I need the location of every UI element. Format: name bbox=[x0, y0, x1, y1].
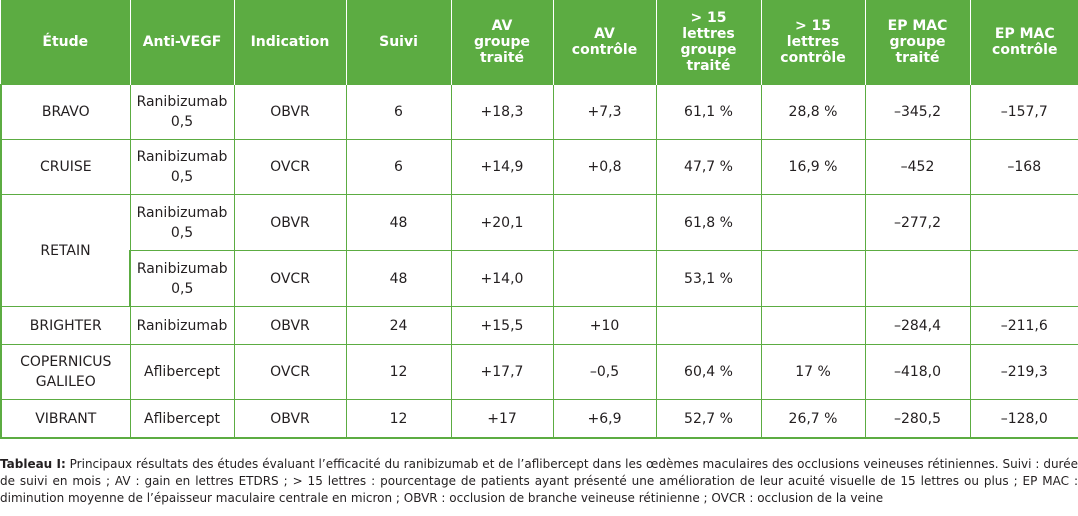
cell-ep-mac-controle: –128,0 bbox=[969, 399, 1078, 439]
cell-15-lettres-controle: 17 % bbox=[760, 344, 866, 400]
cell-ep-mac-traite bbox=[864, 250, 971, 307]
cell-indication: OBVR bbox=[233, 399, 347, 439]
cell-anti-vegf: Ranibizumab 0,5 bbox=[129, 84, 235, 140]
cell-ep-mac-controle bbox=[969, 250, 1078, 307]
cell-suivi: 24 bbox=[345, 306, 452, 345]
cell-av-traite: +17,7 bbox=[450, 344, 554, 400]
header-anti-vegf: Anti-VEGF bbox=[130, 0, 235, 85]
results-table: Étude Anti-VEGF Indication Suivi AV group… bbox=[0, 0, 1078, 439]
table-caption: Tableau I: Principaux résultats des étud… bbox=[0, 456, 1078, 507]
header-etude: Étude bbox=[1, 0, 131, 85]
cell-suivi: 12 bbox=[345, 399, 452, 439]
header-indication: Indication bbox=[234, 0, 347, 85]
cell-suivi: 6 bbox=[345, 139, 452, 195]
cell-15-lettres-controle bbox=[760, 194, 866, 251]
header-row: Étude Anti-VEGF Indication Suivi AV group… bbox=[1, 0, 1078, 85]
header-15-lettres-controle: > 15 lettres contrôle bbox=[761, 0, 866, 85]
cell-indication: OVCR bbox=[233, 250, 347, 307]
cell-av-controle: +10 bbox=[552, 306, 657, 345]
cell-etude: VIBRANT bbox=[0, 399, 131, 439]
cell-av-controle: –0,5 bbox=[552, 344, 657, 400]
header-ep-mac-traite: EP MAC groupe traité bbox=[865, 0, 971, 85]
cell-anti-vegf: Aflibercept bbox=[129, 399, 235, 439]
caption-text: Principaux résultats des études évaluant… bbox=[0, 457, 1078, 505]
cell-etude: BRAVO bbox=[0, 84, 131, 140]
cell-indication: OBVR bbox=[233, 306, 347, 345]
cell-etude: CRUISE bbox=[0, 139, 131, 195]
cell-av-controle: +7,3 bbox=[552, 84, 657, 140]
cell-ep-mac-traite: –452 bbox=[864, 139, 971, 195]
cell-ep-mac-controle: –211,6 bbox=[969, 306, 1078, 345]
cell-ep-mac-traite: –280,5 bbox=[864, 399, 971, 439]
cell-ep-mac-traite: –277,2 bbox=[864, 194, 971, 251]
cell-anti-vegf: Ranibizumab 0,5 bbox=[129, 139, 235, 195]
cell-ep-mac-traite: –284,4 bbox=[864, 306, 971, 345]
cell-av-controle: +6,9 bbox=[552, 399, 657, 439]
cell-15-lettres-controle bbox=[760, 250, 866, 307]
cell-suivi: 48 bbox=[345, 250, 452, 307]
cell-anti-vegf: Ranibizumab 0,5 bbox=[129, 194, 235, 251]
table-row: COPERNICUS GALILEO Aflibercept OVCR 12 +1… bbox=[0, 344, 1078, 400]
cell-indication: OVCR bbox=[233, 344, 347, 400]
cell-15-lettres-traite: 61,1 % bbox=[655, 84, 762, 140]
header-av-controle: AV contrôle bbox=[553, 0, 657, 85]
cell-av-controle bbox=[552, 250, 657, 307]
caption-label: Tableau I: bbox=[0, 457, 66, 471]
cell-ep-mac-controle: –157,7 bbox=[969, 84, 1078, 140]
cell-suivi: 12 bbox=[345, 344, 452, 400]
cell-15-lettres-traite: 53,1 % bbox=[655, 250, 762, 307]
header-av-traite: AV groupe traité bbox=[451, 0, 554, 85]
cell-anti-vegf: Ranibizumab 0,5 bbox=[129, 250, 235, 307]
cell-suivi: 48 bbox=[345, 194, 452, 251]
cell-av-traite: +17 bbox=[450, 399, 554, 439]
cell-ep-mac-controle: –219,3 bbox=[969, 344, 1078, 400]
cell-ep-mac-traite: –418,0 bbox=[864, 344, 971, 400]
cell-av-controle: +0,8 bbox=[552, 139, 657, 195]
cell-av-traite: +15,5 bbox=[450, 306, 554, 345]
table-row: Ranibizumab 0,5 OVCR 48 +14,0 53,1 % bbox=[1, 250, 1078, 307]
header-suivi: Suivi bbox=[346, 0, 452, 85]
cell-av-controle bbox=[552, 194, 657, 251]
cell-15-lettres-controle: 26,7 % bbox=[760, 399, 866, 439]
cell-15-lettres-controle: 16,9 % bbox=[760, 139, 866, 195]
cell-15-lettres-traite: 61,8 % bbox=[655, 194, 762, 251]
cell-indication: OBVR bbox=[233, 84, 347, 140]
cell-etude: BRIGHTER bbox=[0, 306, 131, 345]
cell-anti-vegf: Ranibizumab bbox=[129, 306, 235, 345]
cell-ep-mac-traite: –345,2 bbox=[864, 84, 971, 140]
cell-15-lettres-controle: 28,8 % bbox=[760, 84, 866, 140]
cell-15-lettres-traite bbox=[655, 306, 762, 345]
table-row: RETAIN Ranibizumab 0,5 OBVR 48 +20,1 61,8… bbox=[0, 194, 1078, 307]
cell-indication: OVCR bbox=[233, 139, 347, 195]
table-row: BRAVO Ranibizumab 0,5 OBVR 6 +18,3 +7,3 6… bbox=[0, 84, 1078, 140]
cell-anti-vegf: Aflibercept bbox=[129, 344, 235, 400]
cell-15-lettres-traite: 52,7 % bbox=[655, 399, 762, 439]
cell-ep-mac-controle bbox=[969, 194, 1078, 251]
cell-15-lettres-traite: 47,7 % bbox=[655, 139, 762, 195]
table-row: VIBRANT Aflibercept OBVR 12 +17 +6,9 52,… bbox=[0, 399, 1078, 439]
cell-ep-mac-controle: –168 bbox=[969, 139, 1078, 195]
table-row: BRIGHTER Ranibizumab OBVR 24 +15,5 +10 –… bbox=[0, 306, 1078, 345]
header-15-lettres-traite: > 15 lettres groupe traité bbox=[656, 0, 762, 85]
header-ep-mac-controle: EP MAC contrôle bbox=[970, 0, 1078, 85]
table-row: CRUISE Ranibizumab 0,5 OVCR 6 +14,9 +0,8 … bbox=[0, 139, 1078, 195]
cell-indication: OBVR bbox=[233, 194, 347, 251]
cell-av-traite: +14,9 bbox=[450, 139, 554, 195]
cell-av-traite: +18,3 bbox=[450, 84, 554, 140]
cell-etude: RETAIN bbox=[0, 194, 131, 307]
cell-15-lettres-traite: 60,4 % bbox=[655, 344, 762, 400]
cell-av-traite: +14,0 bbox=[450, 250, 554, 307]
cell-15-lettres-controle bbox=[760, 306, 866, 345]
cell-etude: COPERNICUS GALILEO bbox=[0, 344, 131, 400]
cell-av-traite: +20,1 bbox=[450, 194, 554, 251]
cell-suivi: 6 bbox=[345, 84, 452, 140]
